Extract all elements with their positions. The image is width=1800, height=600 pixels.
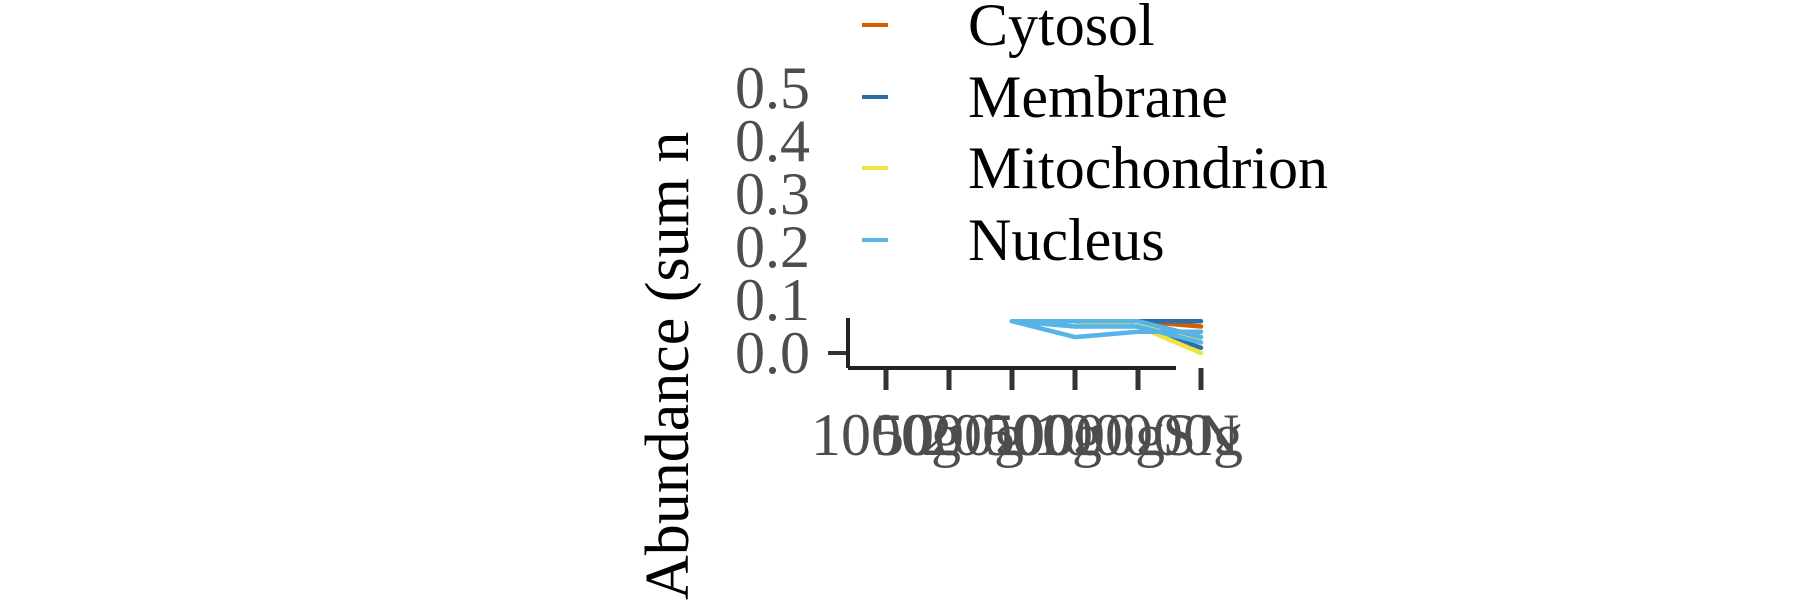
- y-tick-label: 0.1: [735, 267, 810, 333]
- y-tick-label: 0.4: [735, 108, 810, 174]
- legend-label-nucleus: Nucleus: [968, 207, 1165, 273]
- legend-label-cytosol: Cytosol: [968, 0, 1155, 58]
- x-tick-label: SN: [1163, 402, 1240, 468]
- y-axis-title: Abundance (sum n: [634, 132, 702, 600]
- legend-label-mitochondrion: Mitochondrion: [968, 135, 1328, 201]
- y-tick-label: 0.3: [735, 161, 810, 227]
- y-axis: 0.00.10.20.30.40.5: [735, 55, 848, 386]
- y-tick-label: 0.5: [735, 55, 810, 121]
- x-tick-label: 20000g: [922, 402, 1102, 468]
- x-tick-label: 50000g: [985, 402, 1165, 468]
- x-tick-label: 5000g: [874, 402, 1024, 468]
- series-line-nucleus: [1009, 318, 1204, 340]
- y-tick-label: 0.0: [735, 320, 810, 386]
- series-line-nucleus: [1009, 318, 1204, 345]
- y-tick-label: 0.2: [735, 214, 810, 280]
- x-tick-label: 1000g: [811, 402, 961, 468]
- plot-area: [1009, 318, 1204, 356]
- x-tick-label: 100000g: [1033, 402, 1243, 468]
- series-line-nucleus: [1009, 318, 1204, 340]
- legend-label-membrane: Membrane: [968, 64, 1228, 130]
